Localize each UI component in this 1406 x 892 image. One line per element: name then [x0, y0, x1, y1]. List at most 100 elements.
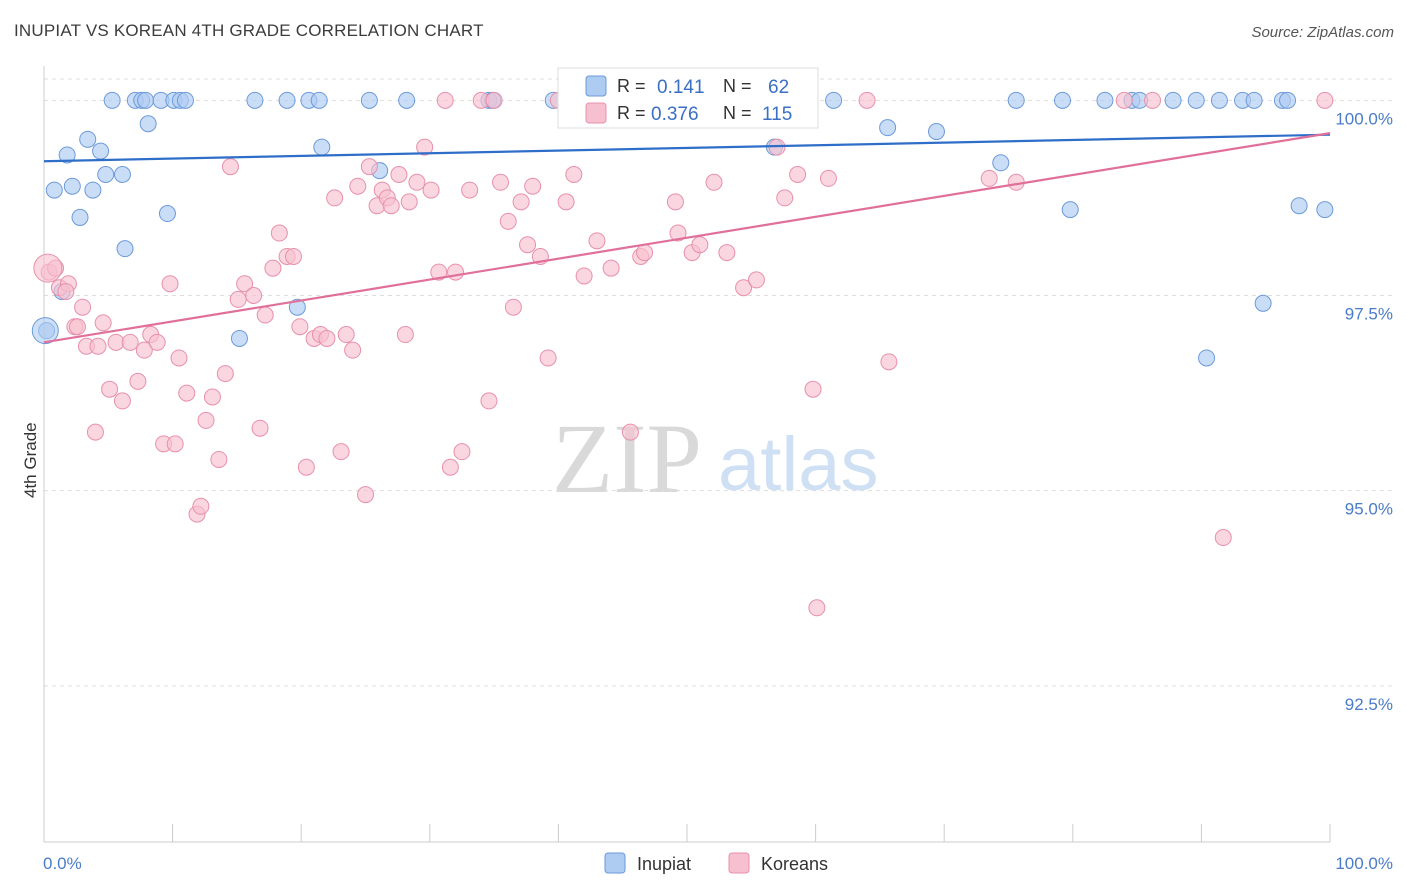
korean-point [416, 138, 434, 156]
korean-point [326, 189, 344, 207]
y-axis-label: 4th Grade [21, 422, 40, 498]
inupiat-point [288, 298, 306, 316]
korean-point [1115, 91, 1133, 109]
korean-point [512, 193, 530, 211]
inupiat-point [310, 91, 328, 109]
y-tick-label: 100.0% [1335, 109, 1393, 128]
korean-point [349, 177, 367, 195]
korean-point [148, 333, 166, 351]
series-legend: Inupiat Koreans [604, 852, 828, 874]
korean-point [557, 193, 575, 211]
inupiat-n-label: N = [723, 76, 752, 96]
korean-point [453, 443, 471, 461]
inupiat-point [97, 165, 115, 183]
inupiat-point [1245, 91, 1263, 109]
korean-point [107, 333, 125, 351]
korean-point [1144, 91, 1162, 109]
x-tick-label: 100.0% [1335, 854, 1393, 873]
y-tick-label: 95.0% [1345, 500, 1393, 519]
korean-point [284, 247, 302, 265]
korean-point-large [33, 253, 63, 283]
korean-point [221, 158, 239, 176]
inupiat-point [137, 91, 155, 109]
korean-point [819, 169, 837, 187]
korean-point [216, 365, 234, 383]
inupiat-n-value: 62 [768, 77, 789, 98]
inupiat-point [158, 205, 176, 223]
koreans-r-value: 0.376 [651, 104, 699, 125]
inupiat-point [927, 123, 945, 141]
korean-point [436, 91, 454, 109]
korean-point [297, 458, 315, 476]
y-tick-label: 97.5% [1345, 305, 1393, 324]
korean-point [666, 193, 684, 211]
korean-point [57, 283, 75, 301]
korean-point [880, 353, 898, 371]
koreans-trend-line [43, 132, 1331, 344]
inupiat-point-large [31, 317, 59, 345]
korean-point [318, 329, 336, 347]
inupiat-point [1007, 91, 1025, 109]
korean-point [636, 244, 654, 262]
korean-point [485, 91, 503, 109]
stats-legend: R = 0.141 N = 62 R = 0.376 N = 115 [557, 67, 819, 129]
korean-point [192, 497, 210, 515]
inupiat-point [58, 146, 76, 164]
legend-koreans-swatch [728, 852, 750, 874]
korean-point [197, 411, 215, 429]
korean-point [789, 165, 807, 183]
korean-point [804, 380, 822, 398]
korean-point [396, 326, 414, 344]
koreans-swatch [585, 102, 607, 124]
korean-point [94, 314, 112, 332]
korean-point [178, 384, 196, 402]
inupiat-point [84, 181, 102, 199]
korean-point [161, 275, 179, 293]
korean-point [524, 177, 542, 195]
koreans-n-value: 115 [762, 104, 792, 125]
inupiat-point [246, 91, 264, 109]
inupiat-point [1210, 91, 1228, 109]
korean-point [251, 419, 269, 437]
inupiat-point [176, 91, 194, 109]
gridlines [44, 78, 1392, 687]
watermark-atlas: atlas [718, 422, 879, 507]
korean-point [858, 91, 876, 109]
korean-point [291, 318, 309, 336]
korean-point [691, 236, 709, 254]
legend-inupiat-label: Inupiat [637, 854, 691, 874]
korean-point [382, 197, 400, 215]
korean-point [68, 318, 86, 336]
axes: 92.5% 95.0% 97.5% 100.0% 0.0% 100.0% [43, 66, 1393, 873]
korean-point [669, 224, 687, 242]
korean-point [621, 423, 639, 441]
inupiat-swatch [585, 75, 607, 97]
korean-point [264, 259, 282, 277]
inupiat-trend-line [43, 133, 1331, 163]
inupiat-point [1254, 294, 1272, 312]
korean-point [602, 259, 620, 277]
korean-point [86, 423, 104, 441]
korean-point [808, 599, 826, 617]
trend-lines [43, 132, 1331, 344]
korean-point [776, 189, 794, 207]
korean-point [89, 337, 107, 355]
korean-point [735, 279, 753, 297]
korean-point [1214, 529, 1232, 547]
korean-point [229, 290, 247, 308]
chart-title: INUPIAT VS KOREAN 4TH GRADE CORRELATION … [14, 21, 484, 40]
korean-point [499, 212, 517, 230]
korean-point [270, 224, 288, 242]
korean-point [504, 298, 522, 316]
korean-point [203, 388, 221, 406]
korean-point [337, 326, 355, 344]
korean-point [461, 181, 479, 199]
inupiat-point [45, 181, 63, 199]
inupiat-point [1096, 91, 1114, 109]
y-tick-label: 92.5% [1345, 695, 1393, 714]
inupiat-point [139, 115, 157, 133]
inupiat-point [1054, 91, 1072, 109]
korean-point [480, 392, 498, 410]
korean-point [113, 392, 131, 410]
koreans-n-label: N = [723, 103, 752, 123]
